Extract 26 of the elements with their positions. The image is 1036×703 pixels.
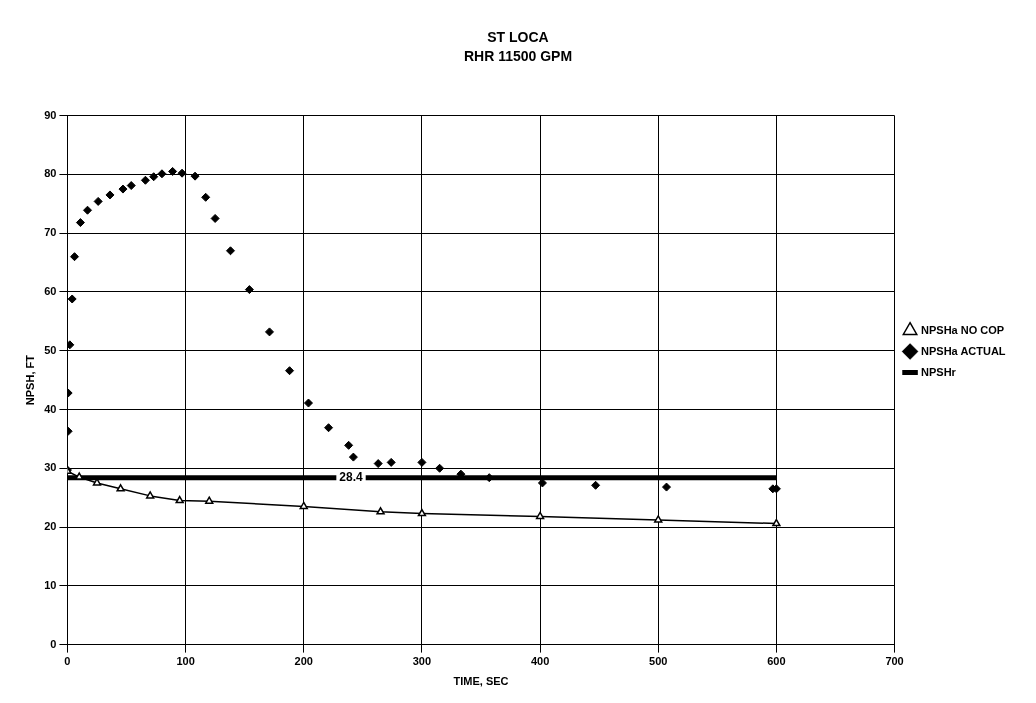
y-tick-label: 20 xyxy=(44,520,57,533)
chart-subtitle: RHR 11500 GPM xyxy=(463,48,573,65)
y-tick-label: 80 xyxy=(44,167,57,180)
y-tick-label: 50 xyxy=(44,343,57,356)
x-tick-label: 400 xyxy=(530,655,550,668)
y-tick-label: 70 xyxy=(44,226,57,239)
annotation: 28.4 xyxy=(339,469,364,484)
y-tick-label: 0 xyxy=(50,637,57,650)
chart-title: ST LOCA xyxy=(487,29,549,46)
x-axis-title: TIME, SEC xyxy=(453,675,509,688)
y-tick-label: 90 xyxy=(44,108,57,121)
x-tick-label: 600 xyxy=(767,655,786,668)
x-tick-label: 0 xyxy=(64,655,71,668)
legend-label: NPSHa ACTUAL xyxy=(921,344,1006,357)
legend-label: NPSHa NO COP xyxy=(921,323,1005,336)
y-tick-label: 40 xyxy=(44,402,57,415)
x-tick-label: 500 xyxy=(649,655,668,668)
legend-label: NPSHr xyxy=(921,365,957,378)
x-tick-label: 200 xyxy=(294,655,313,668)
x-tick-label: 300 xyxy=(412,655,432,668)
x-tick-label: 700 xyxy=(885,655,904,668)
y-tick-label: 30 xyxy=(44,461,57,474)
x-tick-label: 100 xyxy=(176,655,195,668)
y-axis-title: NPSH, FT xyxy=(23,354,36,406)
y-tick-label: 60 xyxy=(44,284,57,297)
y-tick-label: 10 xyxy=(44,578,57,591)
